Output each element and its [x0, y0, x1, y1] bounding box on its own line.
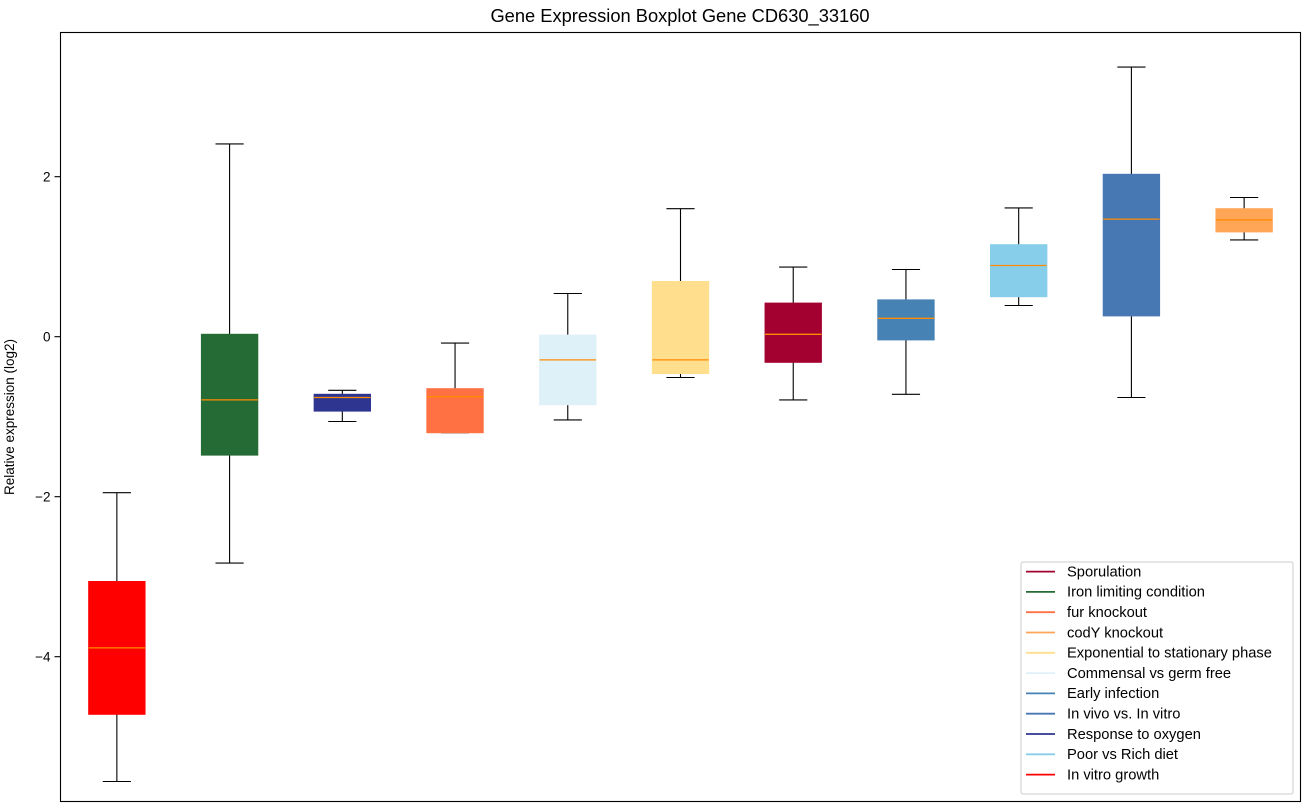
svg-text:Gene Expression Boxplot Gene C: Gene Expression Boxplot Gene CD630_33160 — [490, 5, 869, 27]
svg-text:Exponential to stationary phas: Exponential to stationary phase — [1067, 646, 1272, 662]
svg-text:codY knockout: codY knockout — [1067, 625, 1163, 641]
svg-text:In vivo vs. In vitro: In vivo vs. In vitro — [1067, 707, 1180, 723]
svg-text:0: 0 — [43, 330, 51, 345]
svg-text:In vitro growth: In vitro growth — [1067, 767, 1159, 783]
svg-text:Poor vs Rich diet: Poor vs Rich diet — [1067, 747, 1178, 763]
svg-text:2: 2 — [43, 170, 51, 185]
svg-text:Sporulation: Sporulation — [1067, 564, 1141, 580]
svg-text:Iron limiting condition: Iron limiting condition — [1067, 585, 1205, 601]
svg-text:−4: −4 — [35, 650, 51, 665]
svg-text:Early infection: Early infection — [1067, 686, 1159, 702]
svg-text:Commensal vs germ free: Commensal vs germ free — [1067, 666, 1231, 682]
svg-text:fur knockout: fur knockout — [1067, 605, 1147, 621]
svg-text:Relative expression (log2): Relative expression (log2) — [2, 339, 17, 495]
svg-text:−2: −2 — [35, 490, 50, 505]
svg-text:Response to oxygen: Response to oxygen — [1067, 727, 1201, 743]
